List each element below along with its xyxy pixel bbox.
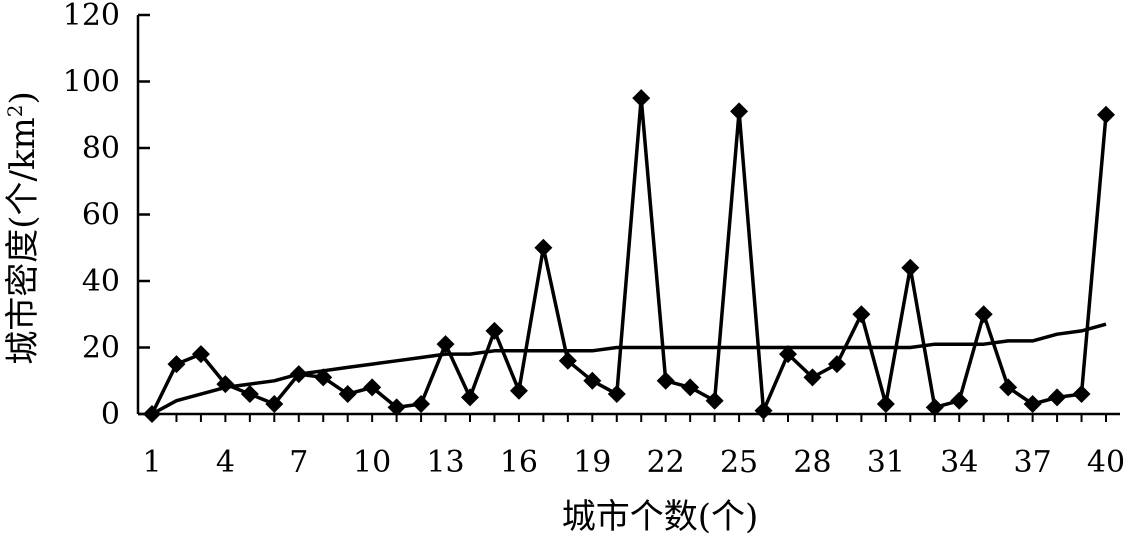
data-point bbox=[705, 391, 724, 410]
data-point bbox=[363, 378, 382, 397]
x-tick-label: 7 bbox=[289, 445, 308, 480]
data-point bbox=[852, 305, 871, 324]
x-tick-label: 4 bbox=[216, 445, 235, 480]
data-point bbox=[876, 395, 895, 414]
data-point bbox=[827, 355, 846, 374]
data-point bbox=[681, 378, 700, 397]
data-point bbox=[999, 378, 1018, 397]
series-2 bbox=[151, 322, 1107, 416]
data-point bbox=[656, 371, 675, 390]
y-tick-label: 80 bbox=[82, 131, 120, 166]
data-point bbox=[583, 371, 602, 390]
y-axis-title: 城市密度(个/km2) bbox=[3, 91, 43, 365]
x-tick-label: 13 bbox=[426, 445, 464, 480]
data-point bbox=[607, 385, 626, 404]
data-point bbox=[436, 335, 455, 354]
data-point bbox=[803, 368, 822, 387]
data-point bbox=[461, 388, 479, 407]
x-tick-label: 22 bbox=[647, 445, 685, 480]
data-point bbox=[509, 381, 528, 400]
data-point bbox=[191, 345, 210, 364]
data-point bbox=[558, 351, 577, 370]
x-tick-label: 37 bbox=[1014, 445, 1052, 480]
data-point bbox=[779, 345, 797, 364]
x-tick-label: 16 bbox=[500, 445, 538, 480]
x-tick-label: 40 bbox=[1087, 445, 1125, 480]
series-1 bbox=[143, 89, 1115, 423]
data-point bbox=[974, 305, 993, 324]
data-point bbox=[1048, 388, 1067, 407]
data-point bbox=[632, 89, 651, 108]
y-tick-label: 40 bbox=[82, 264, 120, 299]
x-axis-title: 城市个数(个) bbox=[562, 497, 759, 536]
x-tick-label: 25 bbox=[720, 445, 758, 480]
data-point bbox=[901, 258, 920, 277]
data-point bbox=[1072, 385, 1091, 404]
y-axis-title-main: 城市密度(个/km bbox=[3, 117, 43, 365]
y-axis-title-close: ) bbox=[3, 91, 43, 104]
series-line bbox=[150, 96, 1108, 415]
data-point bbox=[485, 321, 504, 340]
x-tick-label: 34 bbox=[940, 445, 978, 480]
data-point bbox=[534, 238, 553, 257]
y-tick-label: 120 bbox=[63, 0, 120, 33]
y-tick-label: 100 bbox=[63, 65, 120, 100]
data-point bbox=[412, 395, 431, 414]
data-point bbox=[240, 385, 259, 404]
y-tick-label: 20 bbox=[82, 331, 120, 366]
x-tick-label: 31 bbox=[867, 445, 905, 480]
data-point bbox=[925, 398, 944, 417]
x-tick-label: 28 bbox=[793, 445, 831, 480]
data-point bbox=[265, 395, 284, 414]
series-line bbox=[151, 322, 1107, 416]
data-point bbox=[730, 102, 749, 121]
data-point bbox=[167, 355, 186, 374]
y-tick-label: 60 bbox=[82, 198, 120, 233]
y-axis-title-superscript: 2 bbox=[3, 104, 27, 117]
y-tick-label: 0 bbox=[101, 397, 120, 432]
data-point bbox=[754, 401, 773, 420]
x-tick-label: 10 bbox=[353, 445, 391, 480]
x-tick-label: 19 bbox=[573, 445, 611, 480]
data-point bbox=[950, 391, 969, 410]
data-point bbox=[1023, 395, 1042, 414]
data-point bbox=[338, 385, 357, 404]
data-point bbox=[1097, 105, 1115, 124]
x-tick-label: 1 bbox=[142, 445, 161, 480]
data-point bbox=[387, 398, 406, 417]
